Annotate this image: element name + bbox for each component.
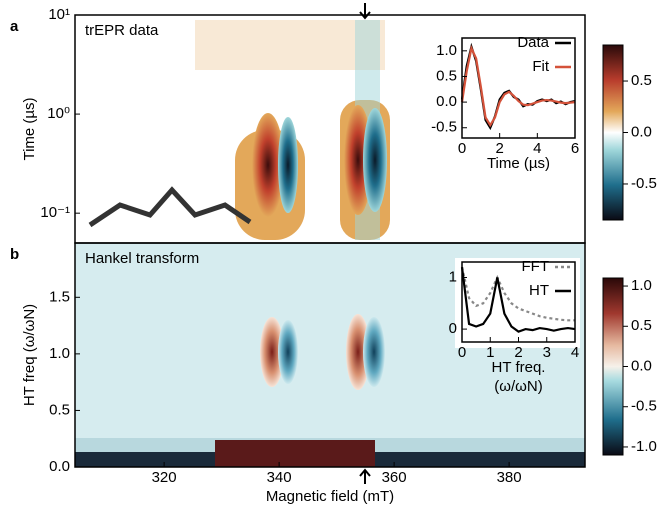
panel-title: trEPR data <box>85 22 159 39</box>
legend-label: Data <box>517 34 549 51</box>
y-tick-label: 0.5 <box>49 401 70 418</box>
x-tick-label: 360 <box>382 469 407 486</box>
line <box>460 267 576 333</box>
y-tick-label: 0.5 <box>436 67 457 84</box>
x-tick-label: 4 <box>571 344 579 361</box>
legend-label: FFT <box>522 258 550 275</box>
y-tick-label: 1.0 <box>436 42 457 59</box>
x-tick-label: 380 <box>497 469 522 486</box>
y-axis-label: HT freq (ω/ωN) <box>21 304 38 406</box>
x-tick-label: 0 <box>458 140 466 157</box>
x-axis-label: Magnetic field (mT) <box>266 488 394 505</box>
colorbar-tick-label: 1.0 <box>631 277 652 294</box>
x-tick-label: 2 <box>495 140 503 157</box>
y-axis-label: Time (µs) <box>21 97 38 160</box>
x-axis-label: HT freq. <box>492 359 546 376</box>
x-axis-label: Time (µs) <box>487 155 550 172</box>
y-tick-label: 1.5 <box>49 288 70 305</box>
x-tick-label: 340 <box>267 469 292 486</box>
inset-b-bg <box>455 258 580 348</box>
panel-b-field <box>75 243 585 467</box>
colorbar-tick-label: 0.0 <box>631 357 652 374</box>
legend-label: HT <box>529 282 549 299</box>
x-tick-label: 320 <box>152 469 177 486</box>
panel-letter: b <box>10 246 19 263</box>
colorbar-tick-label: -0.5 <box>631 175 657 192</box>
colorbar-b <box>602 277 624 456</box>
colorbar-tick-label: 0.0 <box>631 123 652 140</box>
x-tick-label: 1 <box>486 344 494 361</box>
y-tick-label: 1 <box>449 268 457 285</box>
y-tick-label: 10⁰ <box>47 105 70 122</box>
y-tick-label: 10⁻¹ <box>40 204 70 221</box>
x-tick-label: 0 <box>458 344 466 361</box>
y-tick-label: -0.5 <box>431 119 457 136</box>
line <box>460 266 575 322</box>
axes-frame <box>74 242 586 468</box>
x-tick-label: 4 <box>533 140 541 157</box>
panel-letter: a <box>10 18 19 35</box>
line <box>460 44 576 128</box>
colorbar-tick-label: 0.5 <box>631 317 652 334</box>
arrow-bottom <box>359 468 371 484</box>
y-tick-label: 1.0 <box>49 345 70 362</box>
colorbar-tick-label: -0.5 <box>631 398 657 415</box>
x-tick-label: 6 <box>571 140 579 157</box>
y-tick-label: 0 <box>449 320 457 337</box>
y-tick-label: 10¹ <box>48 6 70 23</box>
legend-label: Fit <box>532 58 549 75</box>
x-tick-label: 2 <box>514 344 522 361</box>
y-tick-label: 0.0 <box>49 458 70 475</box>
x-axis-label: (ω/ωN) <box>494 378 542 395</box>
colorbar-tick-label: 0.5 <box>631 72 652 89</box>
axes-frame <box>461 37 576 139</box>
x-tick-label: 3 <box>543 344 551 361</box>
colorbar-a <box>602 44 624 221</box>
y-tick-label: 0.0 <box>436 93 457 110</box>
panel-title: Hankel transform <box>85 250 199 267</box>
colorbar-tick-label: -1.0 <box>631 438 657 455</box>
